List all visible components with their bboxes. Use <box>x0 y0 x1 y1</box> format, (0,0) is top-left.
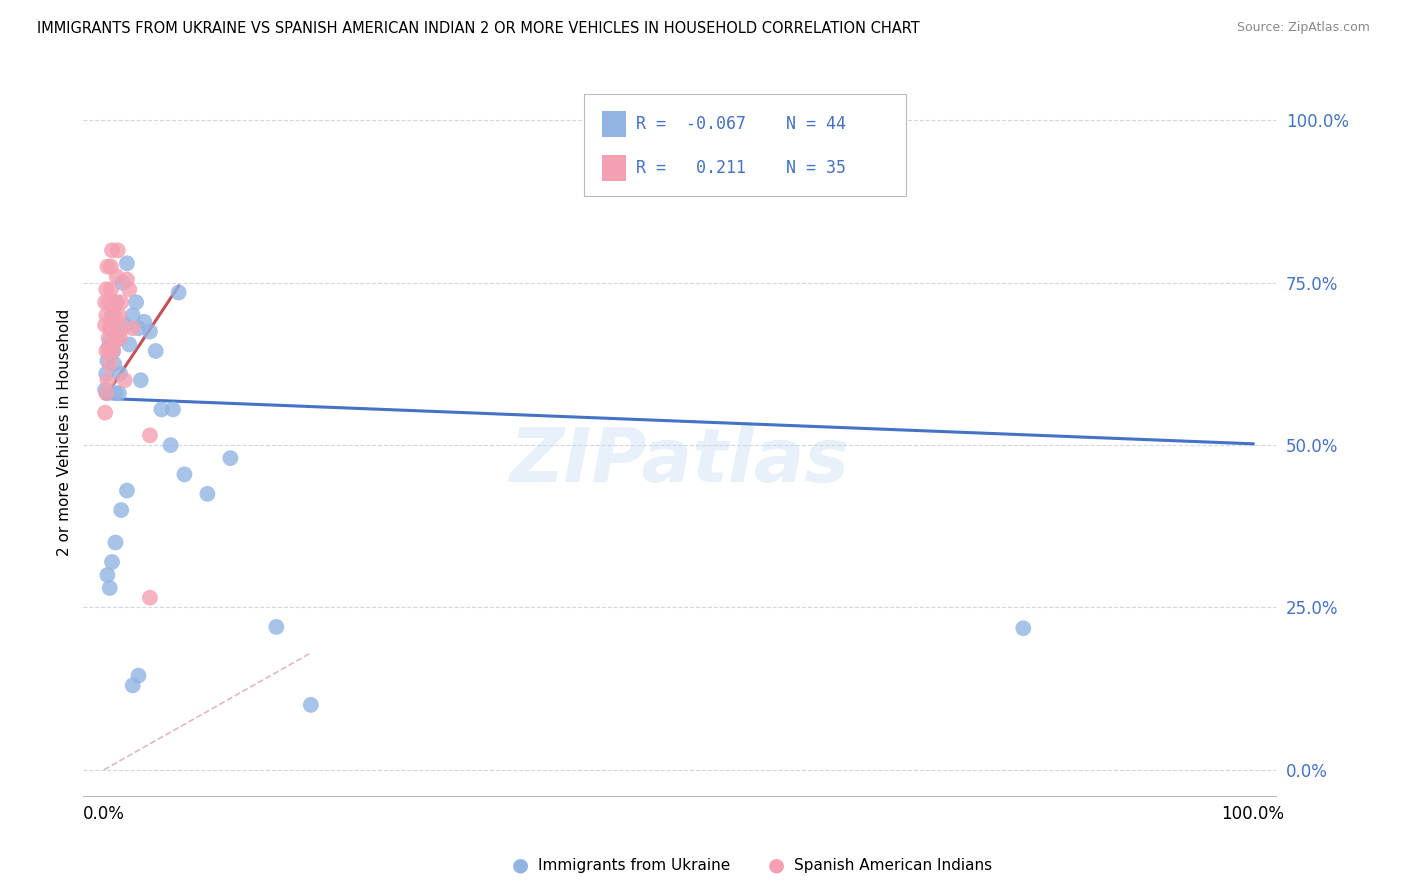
Point <box>108 308 131 322</box>
Point <box>197 487 219 501</box>
FancyBboxPatch shape <box>585 94 907 195</box>
Point <box>134 315 156 329</box>
Point <box>101 343 124 358</box>
Point <box>115 272 138 286</box>
Point <box>104 295 127 310</box>
Point <box>108 367 131 381</box>
Point <box>108 386 131 401</box>
Point <box>98 343 121 358</box>
Point <box>173 467 195 482</box>
Point <box>94 383 117 397</box>
FancyBboxPatch shape <box>602 155 626 181</box>
Point <box>101 295 124 310</box>
Point <box>107 331 129 345</box>
Point <box>104 386 127 401</box>
Point <box>98 334 121 349</box>
Point <box>107 244 129 258</box>
Point <box>96 367 118 381</box>
Point <box>111 321 134 335</box>
Point <box>96 308 118 322</box>
Point <box>139 591 162 605</box>
Point <box>98 321 121 335</box>
Point <box>100 321 122 335</box>
Text: IMMIGRANTS FROM UKRAINE VS SPANISH AMERICAN INDIAN 2 OR MORE VEHICLES IN HOUSEHO: IMMIGRANTS FROM UKRAINE VS SPANISH AMERI… <box>37 21 920 37</box>
Point <box>150 402 173 417</box>
Text: Immigrants from Ukraine: Immigrants from Ukraine <box>538 858 731 872</box>
Point <box>94 406 117 420</box>
Point <box>101 308 124 322</box>
Point <box>96 386 118 401</box>
Point <box>96 373 118 387</box>
Point <box>129 373 152 387</box>
Point <box>125 295 148 310</box>
Point <box>139 325 162 339</box>
Point <box>96 343 118 358</box>
Point <box>98 581 121 595</box>
Point <box>105 269 128 284</box>
Point <box>105 295 128 310</box>
Text: R =  -0.067    N = 44: R = -0.067 N = 44 <box>636 115 845 133</box>
Point <box>121 678 143 692</box>
Point <box>96 386 118 401</box>
Point <box>111 276 134 290</box>
Point <box>101 555 124 569</box>
Point <box>97 295 120 310</box>
Point <box>96 568 118 582</box>
Point <box>127 668 149 682</box>
Point <box>118 282 141 296</box>
Point <box>159 438 181 452</box>
Point <box>96 353 118 368</box>
Text: ●: ● <box>768 855 785 875</box>
Point <box>115 256 138 270</box>
Point <box>110 295 132 310</box>
Point <box>1012 621 1035 635</box>
Point <box>219 451 242 466</box>
Point <box>103 308 125 322</box>
Text: Source: ZipAtlas.com: Source: ZipAtlas.com <box>1236 21 1369 35</box>
Point <box>114 318 136 332</box>
Text: ZIPatlas: ZIPatlas <box>510 425 849 498</box>
Point <box>94 318 117 332</box>
Point <box>110 503 132 517</box>
Point <box>104 334 127 349</box>
Point <box>100 282 122 296</box>
Point <box>94 295 117 310</box>
Point <box>266 620 288 634</box>
Point <box>127 321 149 335</box>
Point <box>97 341 120 355</box>
Point <box>101 321 124 335</box>
Point <box>167 285 190 300</box>
FancyBboxPatch shape <box>602 111 626 136</box>
Point <box>97 331 120 345</box>
Point <box>162 402 184 417</box>
Text: Spanish American Indians: Spanish American Indians <box>794 858 993 872</box>
Point <box>101 244 124 258</box>
Text: R =   0.211    N = 35: R = 0.211 N = 35 <box>636 159 845 178</box>
Point <box>121 308 143 322</box>
Point <box>114 373 136 387</box>
Point <box>96 260 118 274</box>
Point <box>101 343 124 358</box>
Point <box>299 698 322 712</box>
Point <box>145 343 167 358</box>
Point <box>96 282 118 296</box>
Text: ●: ● <box>512 855 529 875</box>
Point <box>139 428 162 442</box>
Y-axis label: 2 or more Vehicles in Household: 2 or more Vehicles in Household <box>58 309 72 556</box>
Point <box>98 357 121 371</box>
Point <box>118 337 141 351</box>
Point <box>103 357 125 371</box>
Point <box>108 331 131 345</box>
Point <box>121 321 143 335</box>
Point <box>104 535 127 549</box>
Point <box>115 483 138 498</box>
Point <box>100 260 122 274</box>
